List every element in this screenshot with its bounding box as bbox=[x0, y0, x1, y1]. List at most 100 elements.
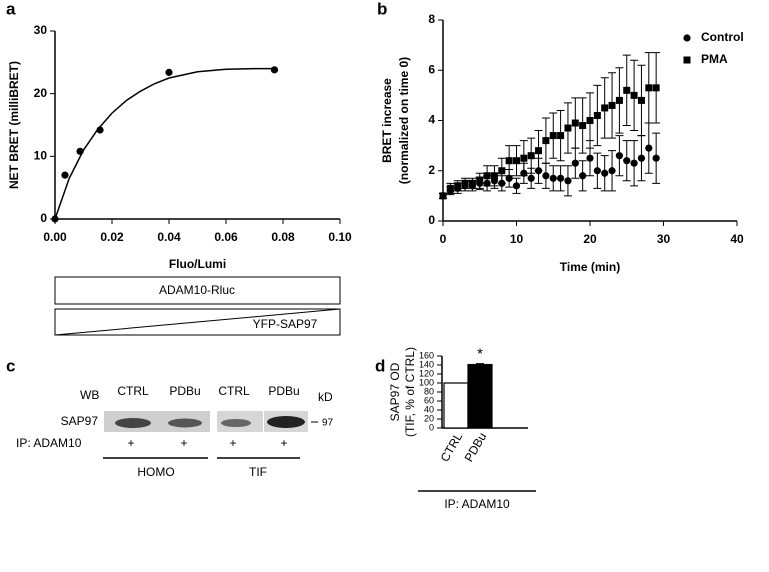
point bbox=[586, 154, 594, 162]
point bbox=[586, 117, 594, 124]
band bbox=[267, 416, 305, 428]
y-tick-label: 0 bbox=[40, 211, 47, 225]
point bbox=[476, 177, 484, 185]
legend-label: Control bbox=[701, 30, 744, 44]
bar bbox=[443, 382, 469, 429]
point bbox=[165, 68, 173, 76]
x-axis-label: Time (min) bbox=[560, 260, 620, 274]
point bbox=[630, 159, 638, 167]
panel-label: c bbox=[6, 356, 15, 375]
legend-marker bbox=[683, 56, 691, 64]
lane-label: PDBu bbox=[268, 384, 299, 398]
point bbox=[505, 157, 513, 165]
point bbox=[645, 84, 653, 92]
group-label: IP: ADAM10 bbox=[444, 497, 510, 511]
donor-box bbox=[54, 276, 341, 305]
plus: + bbox=[280, 436, 287, 450]
point bbox=[270, 66, 279, 74]
point bbox=[520, 154, 528, 162]
panel-label: d bbox=[375, 356, 385, 375]
point bbox=[564, 124, 572, 132]
plus: + bbox=[127, 436, 134, 450]
y-tick-label: 140 bbox=[419, 359, 434, 369]
x-tick-label: PDBu bbox=[462, 430, 490, 464]
point bbox=[652, 84, 660, 92]
y-axis-label: BRET increase bbox=[380, 78, 394, 163]
diagram-label: ADAM10-Rluc bbox=[159, 283, 235, 297]
point bbox=[549, 132, 557, 140]
point bbox=[461, 179, 469, 187]
y-tick-label: 40 bbox=[424, 404, 434, 414]
point bbox=[601, 104, 609, 112]
x-tick-label: 0 bbox=[440, 232, 447, 246]
point bbox=[498, 167, 506, 175]
point bbox=[557, 174, 565, 182]
point bbox=[637, 154, 646, 162]
point bbox=[61, 171, 69, 179]
blot-label: kD bbox=[318, 390, 333, 404]
y-tick-label: 2 bbox=[428, 163, 435, 177]
y-tick-label: 10 bbox=[34, 149, 48, 163]
point bbox=[454, 182, 462, 190]
band bbox=[168, 418, 202, 428]
point bbox=[637, 96, 645, 104]
y-tick-label: 6 bbox=[428, 62, 435, 76]
group-label: HOMO bbox=[137, 465, 174, 479]
point bbox=[513, 157, 520, 165]
x-tick-label: CTRL bbox=[438, 430, 466, 464]
group-label: TIF bbox=[249, 465, 267, 479]
point bbox=[549, 174, 557, 182]
point bbox=[490, 172, 498, 180]
x-tick-label: 0.04 bbox=[157, 230, 181, 244]
blot-label: SAP97 bbox=[61, 414, 99, 428]
y-tick-label: 80 bbox=[424, 386, 434, 396]
x-tick-label: 0.08 bbox=[271, 230, 295, 244]
y-tick-label: 0 bbox=[428, 213, 435, 227]
point bbox=[652, 154, 660, 162]
ramp bbox=[54, 308, 341, 336]
point bbox=[579, 122, 587, 130]
point bbox=[535, 147, 543, 155]
y-tick-label: 4 bbox=[428, 113, 435, 127]
panel-label: b bbox=[377, 0, 387, 18]
point bbox=[505, 174, 513, 182]
legend-label: PMA bbox=[701, 52, 728, 66]
lane-label: CTRL bbox=[218, 384, 250, 398]
point bbox=[512, 182, 521, 190]
plus: + bbox=[229, 436, 236, 450]
x-tick-label: 10 bbox=[510, 232, 524, 246]
x-tick-label: 0.06 bbox=[214, 230, 238, 244]
y-axis-label: (normalized on time 0) bbox=[397, 57, 411, 184]
point bbox=[615, 152, 624, 160]
point bbox=[542, 137, 550, 145]
point bbox=[579, 172, 587, 180]
point bbox=[623, 86, 631, 94]
y-tick-label: 160 bbox=[419, 350, 434, 360]
blot-label: IP: ADAM10 bbox=[16, 436, 82, 450]
point bbox=[557, 132, 565, 140]
x-tick-label: 0.10 bbox=[328, 230, 352, 244]
acceptor-box bbox=[54, 308, 341, 336]
point bbox=[593, 167, 601, 175]
point bbox=[608, 167, 616, 175]
point bbox=[623, 157, 631, 165]
y-axis-label: (TIF, % of CTRL) bbox=[403, 347, 417, 437]
y-tick-label: 8 bbox=[428, 12, 435, 26]
y-tick-label: 100 bbox=[419, 377, 434, 387]
point bbox=[630, 91, 638, 99]
y-tick-label: 60 bbox=[424, 395, 434, 405]
point bbox=[468, 179, 476, 187]
point bbox=[527, 152, 535, 160]
point bbox=[593, 111, 601, 119]
point bbox=[571, 159, 579, 167]
bar bbox=[467, 363, 493, 429]
point bbox=[608, 101, 616, 109]
y-tick-label: 20 bbox=[424, 413, 434, 423]
band bbox=[221, 419, 251, 427]
point bbox=[542, 172, 550, 180]
point bbox=[571, 119, 579, 127]
y-tick-label: 120 bbox=[419, 368, 434, 378]
size-label: 97 bbox=[322, 418, 334, 429]
y-axis-label: SAP97 OD bbox=[388, 362, 402, 421]
error-bar bbox=[476, 363, 484, 365]
